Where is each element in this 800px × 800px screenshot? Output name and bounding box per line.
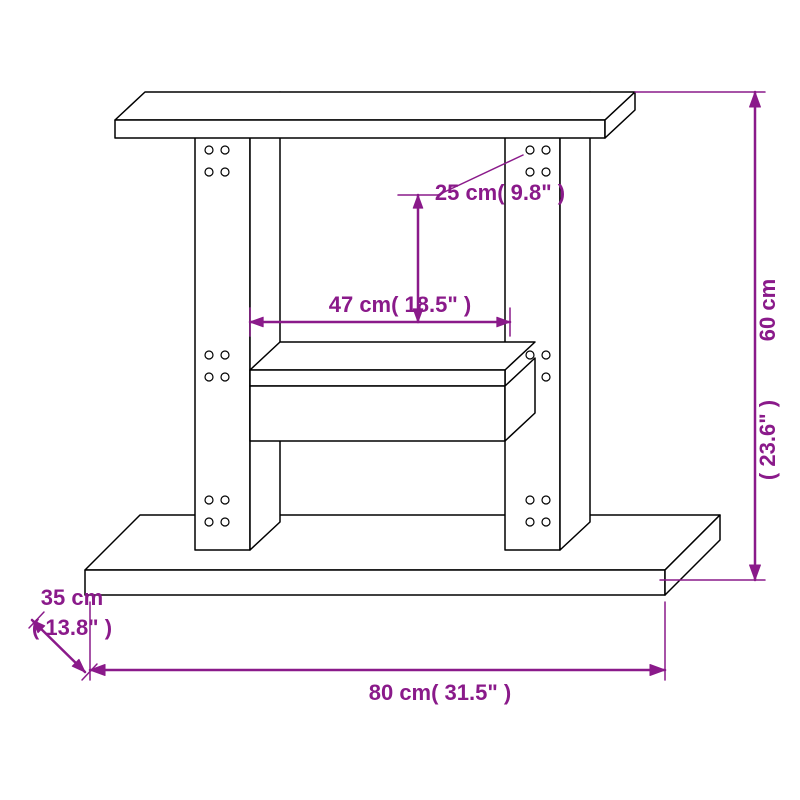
dim-shelf-height: 25 cm( 9.8" ) [435,180,565,205]
dim-depth-in: ( 13.8" ) [32,615,112,640]
dim-depth-cm: 35 cm [41,585,103,610]
dim-height-cm: 60 cm [755,279,780,341]
furniture-outline [85,92,720,595]
dim-shelf-width: 47 cm( 18.5" ) [329,292,472,317]
dim-height-in: ( 23.6" ) [755,400,780,480]
dim-width: 80 cm( 31.5" ) [369,680,512,705]
